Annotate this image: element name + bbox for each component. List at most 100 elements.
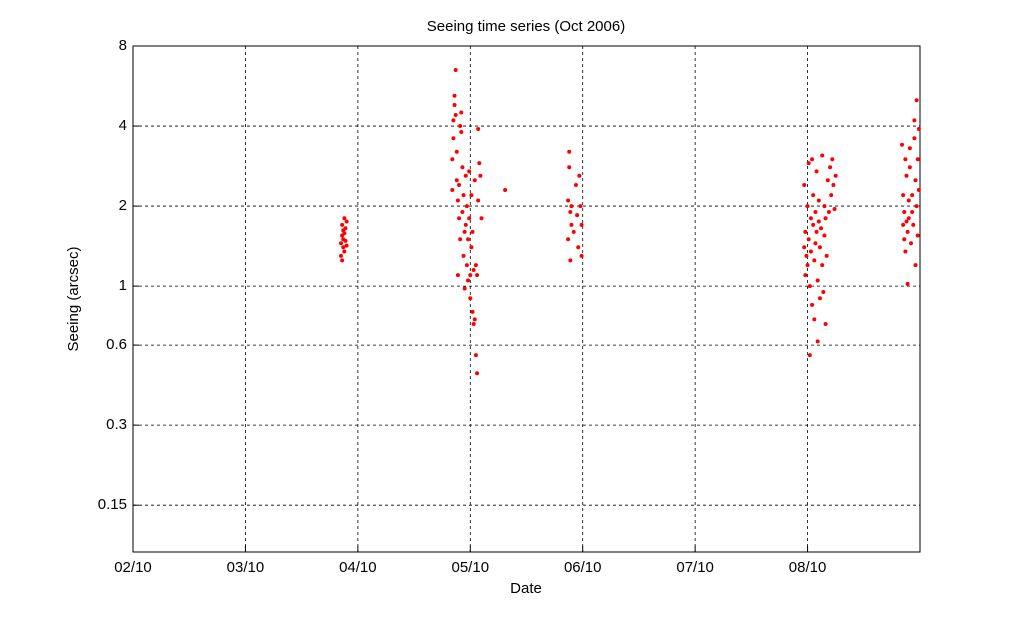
point — [569, 222, 574, 227]
y-tick-label: 1 — [119, 277, 127, 294]
point — [806, 161, 811, 166]
point — [459, 129, 464, 134]
point — [461, 253, 466, 258]
point — [471, 267, 476, 272]
point — [813, 210, 818, 215]
point — [900, 142, 905, 147]
point — [467, 169, 472, 174]
point — [468, 273, 473, 278]
point — [340, 258, 345, 263]
point — [457, 216, 462, 221]
point — [473, 263, 478, 268]
point — [805, 204, 810, 209]
x-tick-label: 08/10 — [789, 559, 827, 576]
point — [812, 317, 817, 322]
point — [904, 219, 909, 224]
point — [338, 253, 343, 258]
point — [471, 322, 476, 327]
point — [453, 67, 458, 72]
chart-title: Seeing time series (Oct 2006) — [427, 18, 625, 35]
point — [469, 193, 474, 198]
point — [822, 233, 827, 238]
point — [342, 231, 347, 236]
point — [915, 233, 920, 238]
point — [912, 118, 917, 123]
point — [901, 193, 906, 198]
point — [810, 157, 815, 162]
point — [477, 161, 482, 166]
point — [467, 216, 472, 221]
x-tick-label: 07/10 — [676, 559, 714, 576]
point — [342, 216, 347, 221]
point — [907, 146, 912, 151]
point — [452, 93, 457, 98]
point — [823, 322, 828, 327]
point — [831, 183, 836, 188]
x-tick-label: 05/10 — [452, 559, 490, 576]
point — [575, 213, 580, 218]
point — [914, 98, 919, 103]
point — [458, 237, 463, 242]
point — [910, 210, 915, 215]
point — [803, 229, 808, 234]
point — [344, 243, 349, 248]
point — [566, 237, 571, 242]
point — [470, 229, 475, 234]
point — [340, 222, 345, 227]
point — [579, 253, 584, 258]
point — [913, 263, 918, 268]
point — [821, 290, 826, 295]
point — [476, 126, 481, 131]
point — [815, 278, 820, 283]
point — [905, 281, 910, 286]
point — [808, 216, 813, 221]
point — [455, 198, 460, 203]
point — [802, 245, 807, 250]
point — [902, 237, 907, 242]
x-axis-label: Date — [510, 580, 542, 597]
point — [475, 371, 480, 376]
point — [466, 278, 471, 283]
point — [450, 187, 455, 192]
point — [803, 273, 808, 278]
y-tick-label: 2 — [119, 197, 127, 214]
point — [825, 178, 830, 183]
point — [343, 226, 348, 231]
point — [576, 245, 581, 250]
point — [913, 178, 918, 183]
point — [811, 222, 816, 227]
point — [342, 249, 347, 254]
point — [822, 204, 827, 209]
point — [807, 353, 812, 358]
point — [819, 226, 824, 231]
point — [458, 124, 463, 129]
point — [472, 178, 477, 183]
point — [571, 229, 576, 234]
point — [912, 136, 917, 141]
point — [816, 198, 821, 203]
point — [902, 210, 907, 215]
point — [814, 169, 819, 174]
point — [904, 173, 909, 178]
point — [826, 210, 831, 215]
point — [568, 258, 573, 263]
point — [454, 149, 459, 154]
point — [462, 286, 467, 291]
point — [832, 207, 837, 212]
point — [906, 198, 911, 203]
point — [905, 229, 910, 234]
point — [903, 157, 908, 162]
point — [503, 187, 508, 192]
point — [338, 241, 343, 246]
y-tick-label: 8 — [119, 37, 127, 54]
point — [806, 237, 811, 242]
point — [462, 229, 467, 234]
point — [805, 263, 810, 268]
point — [829, 193, 834, 198]
point — [478, 173, 483, 178]
point — [466, 237, 471, 242]
point — [814, 229, 819, 234]
point — [452, 102, 457, 107]
point — [807, 284, 812, 289]
point — [475, 273, 480, 278]
